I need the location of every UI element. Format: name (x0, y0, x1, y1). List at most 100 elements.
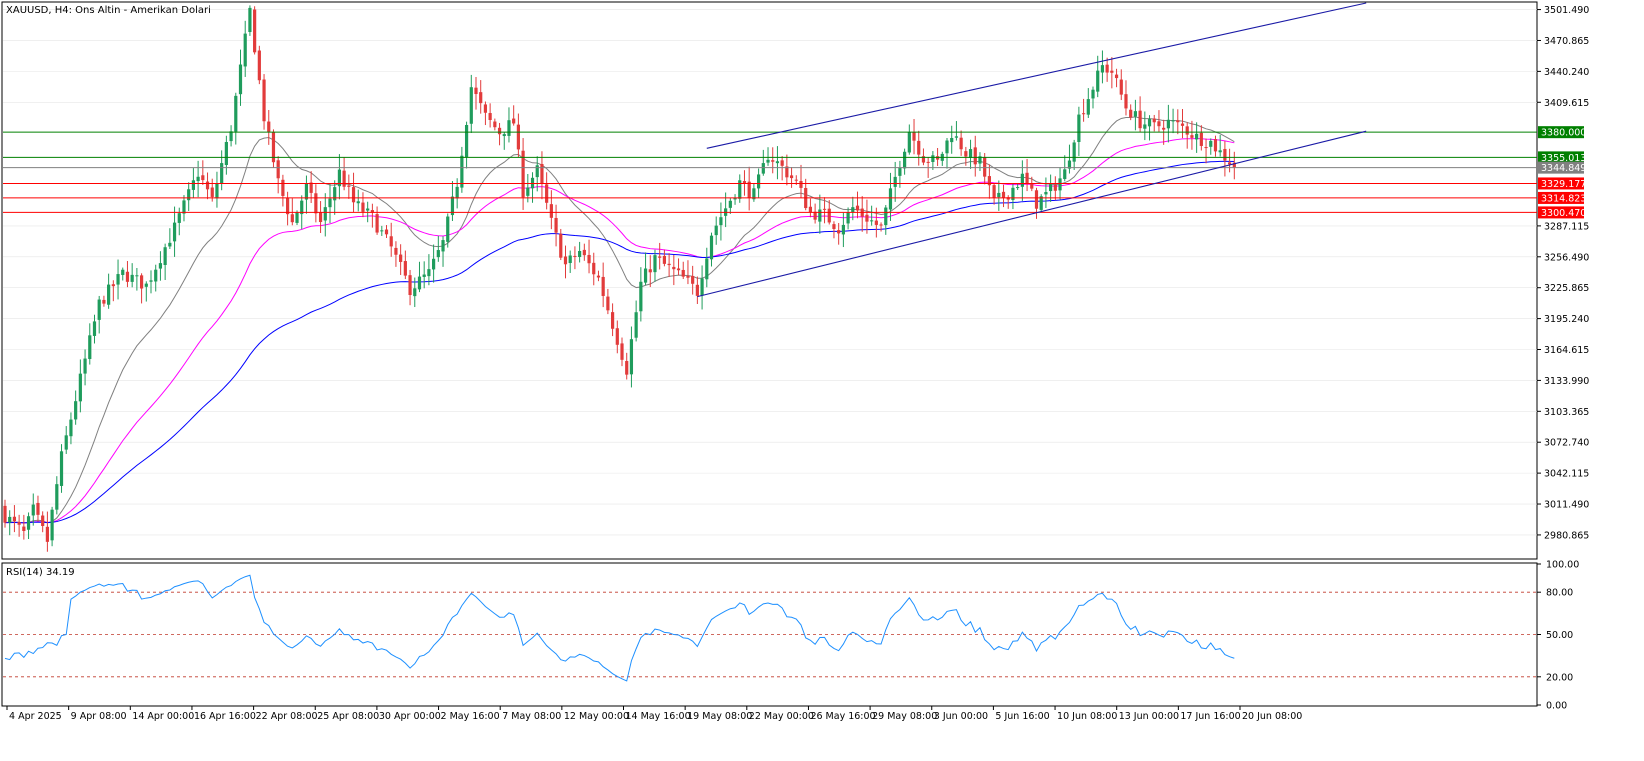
candle-body (45, 526, 49, 542)
candle-body (879, 224, 883, 226)
candle-body (959, 137, 963, 150)
candle-body (69, 419, 73, 437)
candle-body (1204, 147, 1208, 149)
candle-body (130, 274, 134, 282)
candle-body (1147, 119, 1152, 127)
candle-body (422, 274, 426, 277)
candle-body (1119, 79, 1123, 95)
candle-body (1195, 133, 1199, 140)
candle-body (182, 200, 186, 214)
candle-body (262, 79, 266, 122)
candle-body (747, 181, 751, 198)
candle-body (785, 166, 789, 178)
candle-body (1096, 70, 1100, 92)
grid-layer (3, 9, 1537, 536)
candle-body (1228, 162, 1232, 165)
candle-body (681, 269, 685, 277)
candle-body (121, 269, 125, 275)
candle-body (512, 118, 516, 124)
candle-body (229, 131, 233, 142)
candle-body (653, 255, 657, 273)
candle-body (1171, 120, 1175, 122)
x-tick-label: 14 May 16:00 (626, 711, 691, 722)
candle-body (1020, 173, 1024, 187)
candle-body (290, 214, 294, 223)
x-tick-label: 9 Apr 08:00 (71, 711, 127, 722)
candle-body (625, 361, 629, 375)
price-panel-frame (1, 1, 1538, 560)
candle-body (234, 95, 238, 132)
candle-body (1067, 160, 1072, 169)
candle-body (370, 210, 374, 213)
price-level-tag (1538, 191, 1584, 204)
candle-body (394, 247, 398, 255)
candle-body (111, 284, 115, 287)
x-tick-label: 5 Jun 16:00 (995, 711, 1049, 722)
y-tick-label: 3501.490 (1544, 5, 1589, 16)
candle-body (1138, 110, 1142, 129)
candle-body (997, 192, 1001, 198)
candle-body (813, 211, 817, 220)
x-tick-label: 7 May 08:00 (502, 711, 561, 722)
candle-body (64, 435, 68, 450)
candle-body (780, 160, 784, 166)
candle-body (738, 180, 742, 199)
candle-body (870, 220, 874, 222)
y-tick-label: 3470.865 (1544, 36, 1589, 47)
candle-body (356, 201, 360, 204)
moving-average-layer (4, 116, 1235, 524)
candle-body (304, 183, 309, 200)
x-tick-label: 22 May 00:00 (749, 711, 814, 722)
candle-body (992, 185, 996, 198)
y-tick-label: 3440.240 (1544, 67, 1589, 78)
candle-body (610, 312, 615, 329)
candle-body (460, 155, 464, 188)
candle-body (1232, 162, 1236, 168)
candle-body (1166, 119, 1170, 129)
candle-body (563, 256, 568, 265)
candle-body (469, 87, 473, 124)
candle-body (818, 209, 822, 222)
price-level-tag-label: 3329.177 (1541, 179, 1586, 190)
candle-body (168, 242, 172, 247)
candle-body (347, 185, 351, 187)
x-tick-label: 12 May 00:00 (564, 711, 629, 722)
candle-body (328, 198, 332, 208)
price-level-tag-label: 3314.823 (1541, 193, 1586, 204)
candle-body (789, 175, 794, 179)
candle-body (55, 484, 59, 510)
x-tick-label: 16 Apr 16:00 (194, 711, 256, 722)
candle-body (1011, 187, 1015, 201)
candle-body (1105, 64, 1109, 73)
candle-body (954, 136, 959, 138)
candle-body (1100, 65, 1105, 73)
candle-body (1086, 99, 1090, 115)
candle-body (1049, 184, 1053, 192)
candle-body (808, 206, 813, 213)
candle-body (1114, 74, 1119, 79)
candle-body (432, 258, 436, 270)
candle-body (709, 235, 714, 260)
candle-body (1213, 139, 1218, 152)
candle-body (1157, 121, 1161, 127)
candle-body (888, 188, 893, 210)
candle-body (1030, 184, 1034, 189)
candle-body (643, 268, 648, 283)
candle-body (672, 266, 676, 270)
candle-body (41, 515, 45, 526)
y-tick-label: 3195.240 (1544, 314, 1589, 325)
candle-body (83, 358, 87, 374)
candle-body (1185, 126, 1189, 135)
candle-body (201, 175, 205, 181)
time-axis: 4 Apr 2025 9 Apr 08:00 14 Apr 00:00 16 Apr … (6, 706, 1302, 722)
candle-body (380, 230, 384, 232)
candle-body (59, 451, 64, 486)
candle-body (714, 225, 718, 236)
candle-body (36, 502, 40, 515)
candle-body (578, 250, 582, 257)
y-tick-label: 3042.115 (1544, 469, 1589, 480)
candle-body (446, 216, 450, 242)
x-tick-label: 30 Apr 00:00 (379, 711, 441, 722)
candle-body (554, 217, 558, 233)
candle-body (50, 509, 54, 541)
